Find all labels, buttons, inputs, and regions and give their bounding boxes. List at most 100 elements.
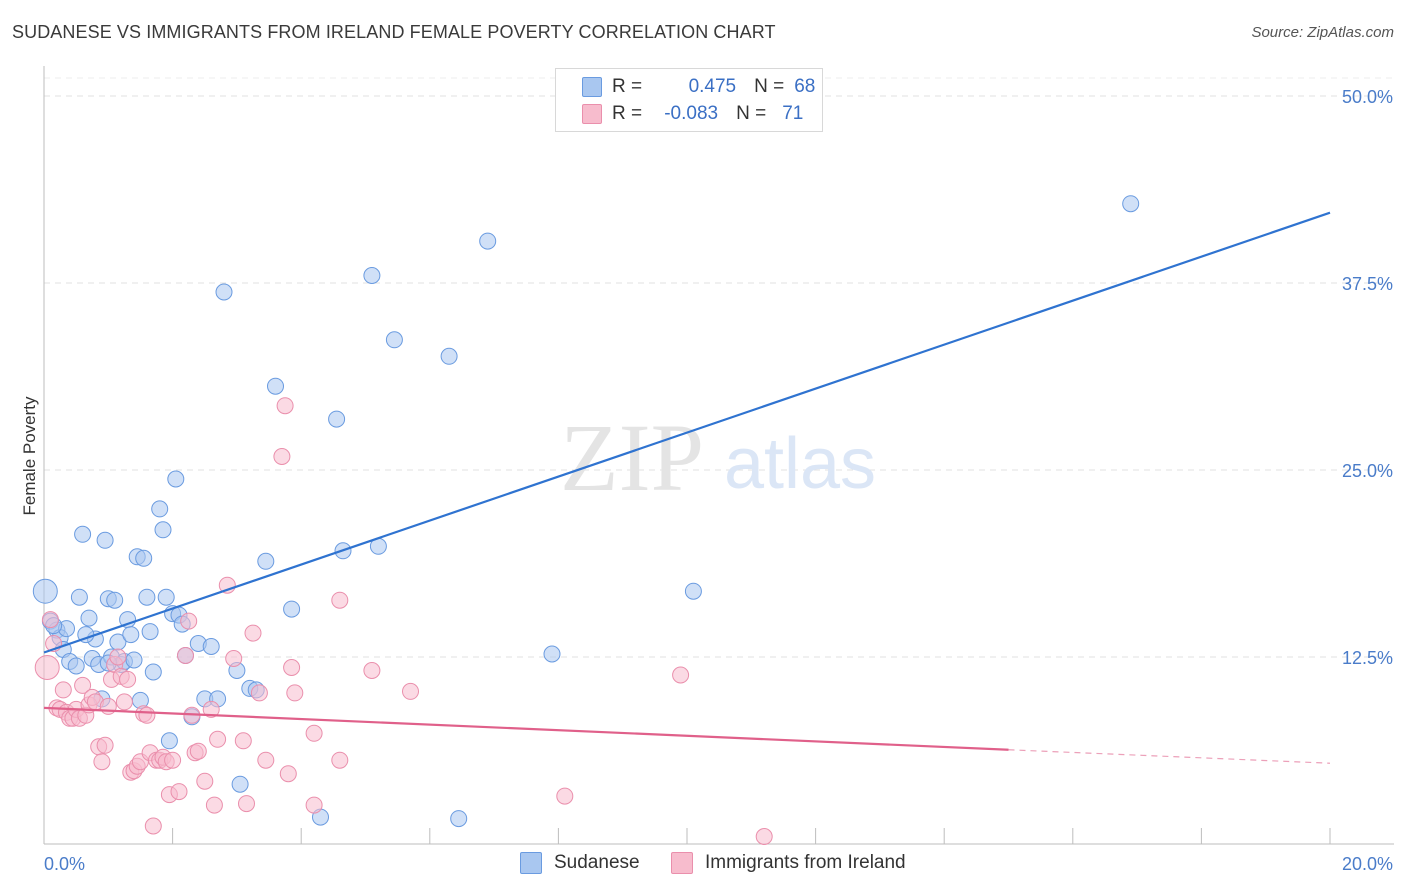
series-label-ireland: Immigrants from Ireland [705,852,906,873]
point-sudanese [450,810,468,828]
legend-row-sudanese: R = 0.475 N = 68 [556,74,815,100]
legend-swatch-ireland [582,104,602,124]
point-ireland [234,732,252,750]
y-tick-label: 37.5% [1342,274,1393,294]
point-sudanese [202,638,220,655]
series-label-sudanese: Sudanese [554,852,640,873]
trend-line-ireland-extension [1008,749,1331,764]
axes [43,66,1394,845]
point-sudanese [138,588,156,606]
point-ireland [672,666,690,684]
point-ireland [196,772,214,790]
point-sudanese [257,552,275,570]
point-sudanese [167,470,185,488]
legend-r-value: 0.475 [688,76,737,97]
point-ireland [189,742,207,760]
point-sudanese [363,267,381,284]
legend-r-label: R = [612,103,643,124]
point-ireland [276,397,294,415]
point-ireland [93,753,111,771]
point-ireland [177,647,194,664]
point-ireland [244,624,262,642]
point-ireland [34,655,60,680]
point-sudanese [74,525,92,543]
point-sudanese [267,377,284,395]
series-legend-sudanese[interactable]: Sudanese [520,852,640,874]
point-sudanese [215,283,233,301]
legend-n-label: N = [754,76,785,97]
point-sudanese [96,531,114,549]
point-sudanese [144,663,162,681]
point-sudanese [231,775,249,793]
point-sudanese [135,549,153,567]
point-sudanese [70,588,88,606]
point-sudanese [684,582,702,600]
point-ireland [305,796,323,814]
point-ireland [556,787,574,805]
point-ireland [238,795,255,813]
watermark-atlas: atlas [724,424,876,504]
series-swatch-sudanese [520,852,542,874]
point-sudanese [32,578,58,604]
source-label: Source: ZipAtlas.com [1251,24,1394,41]
chart-title: SUDANESE VS IMMIGRANTS FROM IRELAND FEMA… [12,22,776,42]
point-sudanese [160,732,178,750]
series-legend-ireland[interactable]: Immigrants from Ireland [671,852,906,874]
point-ireland [402,682,419,700]
legend-row-ireland: R = -0.083 N = 71 [556,101,803,127]
point-ireland [109,648,127,666]
point-ireland [170,783,188,801]
point-sudanese [141,623,159,641]
point-ireland [283,659,301,676]
point-sudanese [328,410,346,428]
x-tick-label: 0.0% [44,854,85,874]
legend-n-value: 71 [782,103,804,124]
point-sudanese [479,232,497,250]
point-sudanese [440,347,458,365]
point-ireland [138,706,156,724]
point-ireland [273,448,291,465]
gridlines [44,77,1394,658]
trend-line-sudanese [43,211,1331,654]
point-ireland [41,611,59,629]
y-tick-label: 50.0% [1342,87,1393,107]
trend-line-ireland [43,706,1009,751]
point-ireland [279,765,297,783]
point-sudanese [125,651,143,669]
trend-lines [43,211,1331,764]
point-sudanese [157,588,175,606]
series-legend: Sudanese Immigrants from Ireland [0,852,1406,878]
legend-n-label: N = [736,103,767,124]
y-tick-label: 25.0% [1342,461,1393,481]
point-sudanese [67,657,85,675]
point-sudanese [385,331,403,349]
legend-r-label: R = [612,76,643,97]
y-tick-label: 12.5% [1342,648,1393,668]
point-sudanese [1122,195,1140,213]
point-ireland [54,681,72,699]
point-ireland [74,676,92,694]
correlation-legend: R = 0.475 N = 68 R = -0.083 N = 71 [555,68,823,132]
tick-labels: 12.5% 25.0% 37.5% 50.0% 0.0% 20.0% [44,87,1393,874]
point-ireland [331,591,349,609]
point-ireland [755,828,773,845]
point-sudanese [543,645,561,663]
point-ireland [180,612,198,630]
watermark-zip: ZIP [560,404,704,511]
point-ireland [205,796,223,814]
series-swatch-ireland [671,852,693,874]
point-ireland [144,817,162,835]
point-sudanese [106,591,124,609]
point-sudanese [283,600,301,618]
point-sudanese [151,500,169,518]
point-ireland [225,650,243,667]
point-ireland [363,662,381,679]
point-sudanese [80,609,98,627]
point-ireland [202,700,220,718]
legend-swatch-sudanese [582,77,602,97]
point-sudanese [154,521,172,539]
point-ireland [305,724,323,742]
point-ireland [164,751,182,769]
x-tick-label: 20.0% [1342,854,1393,874]
